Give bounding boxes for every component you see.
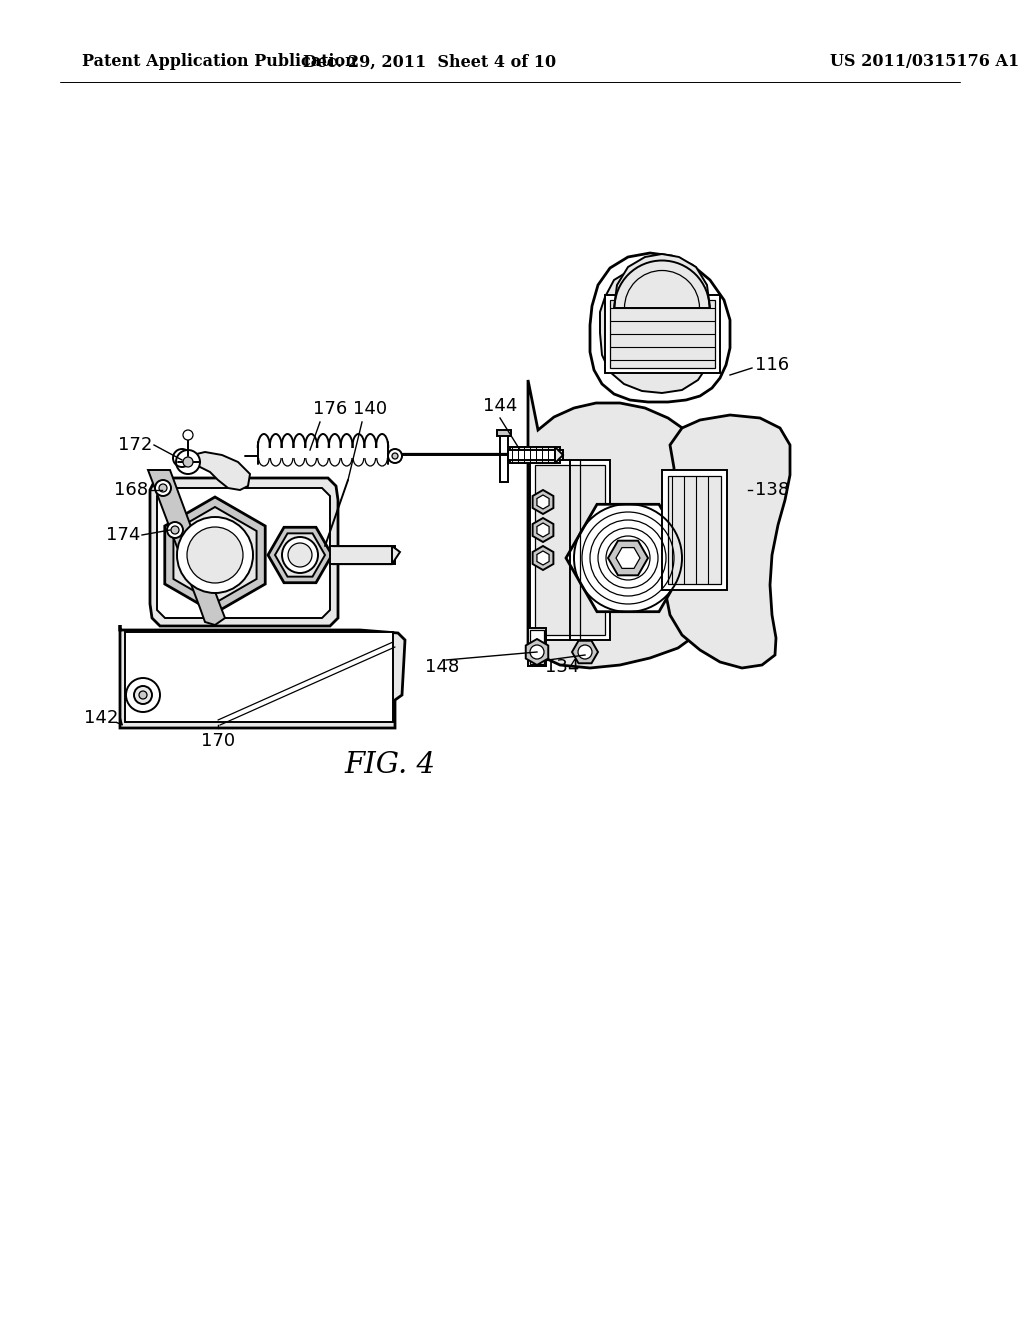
Bar bbox=[668, 477, 721, 583]
Polygon shape bbox=[590, 253, 730, 403]
Text: US 2011/0315176 A1: US 2011/0315176 A1 bbox=[830, 54, 1019, 70]
Polygon shape bbox=[157, 488, 330, 618]
Text: Dec. 29, 2011  Sheet 4 of 10: Dec. 29, 2011 Sheet 4 of 10 bbox=[303, 54, 557, 70]
Circle shape bbox=[288, 543, 312, 568]
Polygon shape bbox=[148, 470, 225, 624]
Polygon shape bbox=[173, 507, 257, 603]
Bar bbox=[528, 628, 546, 667]
Text: Patent Application Publication: Patent Application Publication bbox=[82, 54, 356, 70]
Polygon shape bbox=[616, 548, 640, 569]
Bar bbox=[610, 300, 715, 368]
Circle shape bbox=[139, 690, 147, 700]
Circle shape bbox=[126, 678, 160, 711]
Text: 142: 142 bbox=[84, 709, 118, 727]
Bar bbox=[508, 450, 563, 459]
Circle shape bbox=[187, 527, 243, 583]
Polygon shape bbox=[537, 495, 549, 510]
Bar bbox=[605, 294, 720, 374]
Text: 174: 174 bbox=[105, 525, 140, 544]
Circle shape bbox=[167, 521, 183, 539]
Text: 168: 168 bbox=[114, 480, 148, 499]
Polygon shape bbox=[268, 527, 332, 582]
Bar bbox=[510, 447, 560, 463]
Polygon shape bbox=[608, 541, 648, 576]
Circle shape bbox=[282, 537, 318, 573]
Text: 134: 134 bbox=[545, 657, 580, 676]
Circle shape bbox=[159, 484, 167, 492]
Polygon shape bbox=[275, 533, 325, 577]
Polygon shape bbox=[572, 640, 598, 663]
Polygon shape bbox=[392, 546, 400, 564]
Polygon shape bbox=[600, 267, 714, 393]
Polygon shape bbox=[532, 517, 553, 543]
Polygon shape bbox=[537, 523, 549, 537]
Bar bbox=[500, 432, 508, 482]
Polygon shape bbox=[150, 478, 338, 626]
Polygon shape bbox=[120, 624, 406, 729]
Text: 170: 170 bbox=[201, 733, 236, 750]
Circle shape bbox=[530, 645, 544, 659]
Text: 140: 140 bbox=[353, 400, 387, 418]
Polygon shape bbox=[188, 451, 250, 490]
Bar bbox=[662, 470, 727, 590]
Bar bbox=[125, 632, 393, 722]
Bar bbox=[530, 630, 544, 664]
Polygon shape bbox=[566, 504, 690, 611]
Polygon shape bbox=[532, 490, 553, 513]
Circle shape bbox=[176, 450, 200, 474]
Text: 172: 172 bbox=[118, 436, 152, 454]
Text: 144: 144 bbox=[482, 397, 517, 414]
Bar bbox=[330, 546, 395, 564]
Circle shape bbox=[388, 449, 402, 463]
Text: 138: 138 bbox=[755, 480, 790, 499]
Polygon shape bbox=[525, 639, 548, 665]
Circle shape bbox=[171, 525, 179, 535]
Text: 116: 116 bbox=[755, 356, 790, 374]
Circle shape bbox=[134, 686, 152, 704]
Polygon shape bbox=[537, 550, 549, 565]
Polygon shape bbox=[555, 447, 563, 463]
Circle shape bbox=[578, 645, 592, 659]
Circle shape bbox=[155, 480, 171, 496]
Text: FIG. 4: FIG. 4 bbox=[344, 751, 435, 779]
Circle shape bbox=[183, 457, 193, 467]
Circle shape bbox=[183, 430, 193, 440]
Text: 176: 176 bbox=[313, 400, 347, 418]
Text: 148: 148 bbox=[425, 657, 459, 676]
Bar bbox=[530, 459, 610, 640]
Polygon shape bbox=[665, 414, 790, 668]
Bar bbox=[497, 430, 511, 436]
Polygon shape bbox=[528, 380, 742, 668]
Polygon shape bbox=[614, 253, 710, 308]
Circle shape bbox=[177, 517, 253, 593]
Polygon shape bbox=[165, 498, 265, 612]
Bar bbox=[535, 465, 605, 635]
Polygon shape bbox=[532, 546, 553, 570]
Circle shape bbox=[392, 453, 398, 459]
